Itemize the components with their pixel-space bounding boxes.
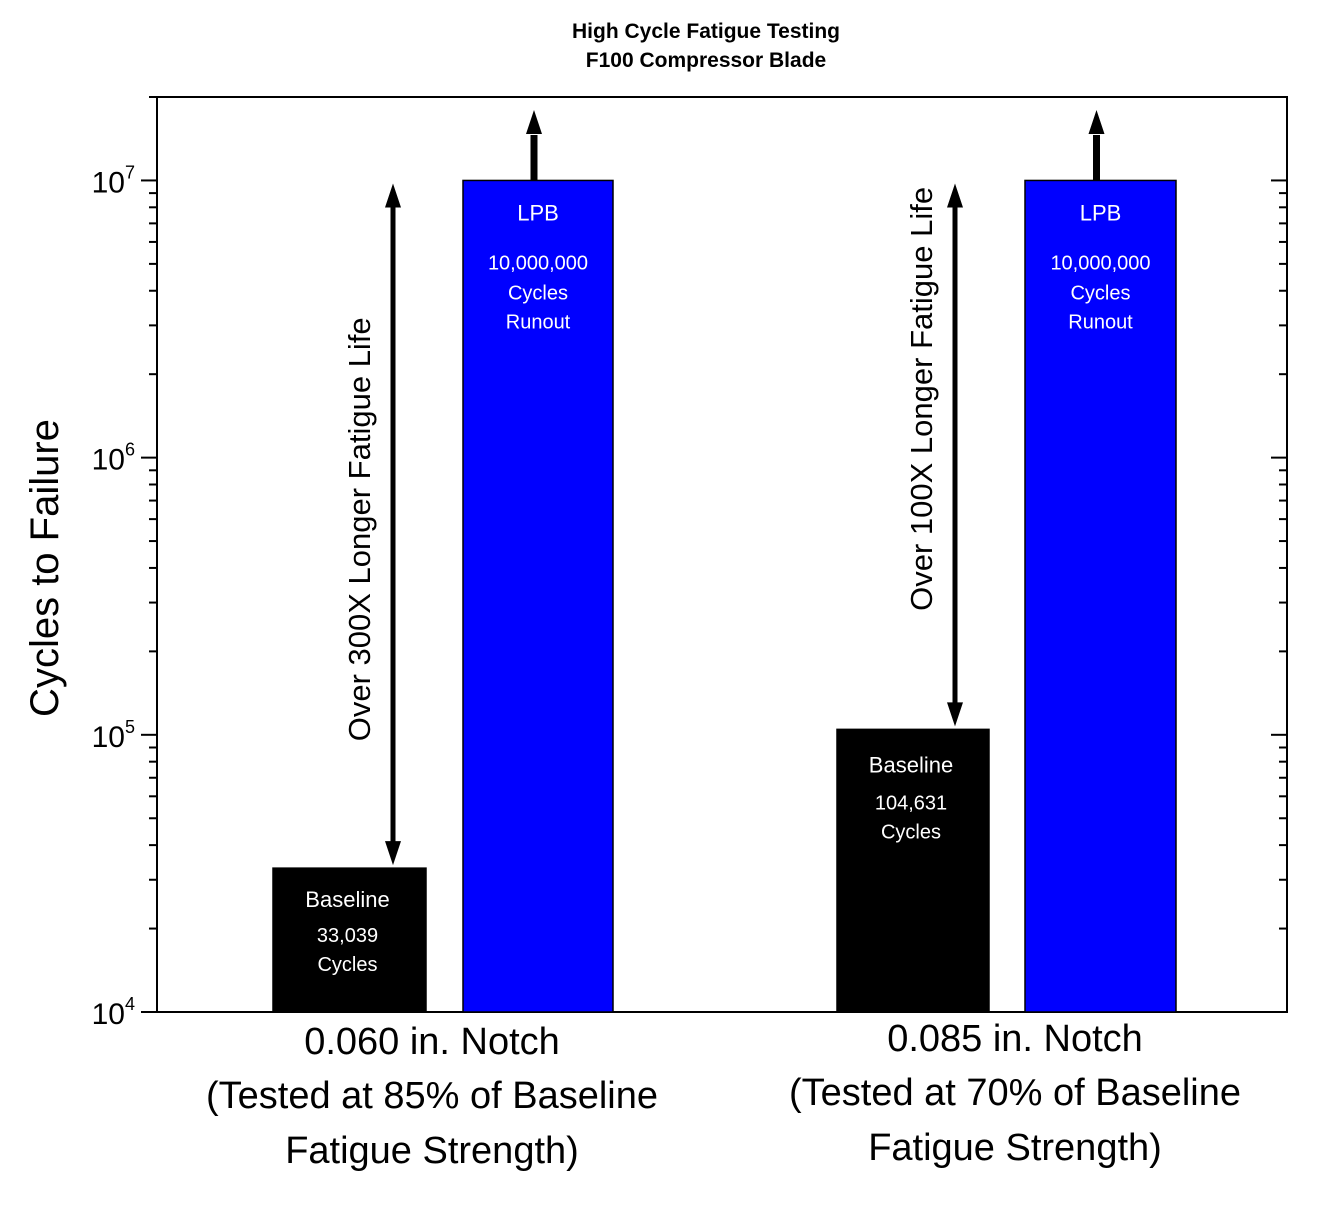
arrow-head (385, 841, 401, 866)
y-axis-ticks (141, 96, 1287, 1013)
y-tick-exponent: 6 (125, 440, 135, 460)
category-label: (Tested at 70% of Baseline (789, 1072, 1241, 1114)
category-label: (Tested at 85% of Baseline (206, 1075, 658, 1117)
comparison-annotation: Over 100X Longer Fatigue Life (904, 187, 939, 611)
bar-label: 10,000,000 (1050, 252, 1150, 274)
baseline-bar (272, 867, 427, 1013)
chart-title-line-2: F100 Compressor Blade (586, 49, 826, 72)
y-axis-label: Cycles to Failure (23, 419, 67, 717)
category-label: 0.060 in. Notch (304, 1021, 560, 1063)
arrow-head (947, 183, 963, 208)
annotations-group: Over 300X Longer Fatigue Life Over 100X L… (342, 187, 939, 741)
y-tick-label: 105 (92, 717, 135, 754)
arrow-head (947, 702, 963, 727)
bar-label: Baseline (869, 752, 953, 777)
y-tick-base: 10 (92, 721, 125, 754)
bar-label: Baseline (305, 887, 389, 912)
arrow-head (1088, 110, 1105, 134)
category-label: Fatigue Strength) (868, 1127, 1162, 1169)
bar-label: Cycles (881, 821, 941, 843)
y-tick-label: 107 (92, 162, 135, 199)
y-tick-exponent: 7 (125, 162, 135, 182)
category-label: Fatigue Strength) (285, 1130, 579, 1172)
lpb-bar (462, 179, 614, 1013)
y-tick-exponent: 4 (125, 994, 135, 1014)
y-tick-base: 10 (92, 998, 125, 1031)
category-labels-group: 0.060 in. Notch (Tested at 85% of Baselin… (206, 1018, 1241, 1172)
y-tick-label: 106 (92, 440, 135, 477)
bar-labels-group: Baseline 33,039 Cycles LPB 10,000,000 Cycles R… (305, 200, 1150, 976)
bar-label: LPB (1080, 200, 1122, 225)
arrow-head (526, 110, 542, 134)
y-tick-base: 10 (92, 444, 125, 477)
lpb-bar (1024, 179, 1177, 1013)
chart-title-line-1: High Cycle Fatigue Testing (572, 20, 840, 43)
arrows-group (385, 110, 1105, 866)
bar-label: Runout (1068, 311, 1133, 333)
bar-label: Cycles (1070, 282, 1130, 304)
arrow-head (385, 183, 401, 208)
bars-group (272, 179, 1177, 1013)
bar-label: 10,000,000 (488, 252, 588, 274)
bar-label: Cycles (317, 954, 377, 976)
comparison-annotation: Over 300X Longer Fatigue Life (342, 317, 377, 741)
plot-frame (156, 96, 1288, 1013)
bar-label: LPB (517, 200, 559, 225)
bar-label: 33,039 (317, 925, 378, 947)
y-tick-base: 10 (92, 166, 125, 199)
bar-label: Runout (506, 311, 571, 333)
category-label: 0.085 in. Notch (887, 1018, 1143, 1060)
bar-label: 104,631 (875, 792, 947, 814)
baseline-bar (836, 728, 990, 1013)
bar-label: Cycles (508, 282, 568, 304)
y-tick-exponent: 5 (125, 717, 135, 737)
y-tick-label: 104 (92, 994, 135, 1031)
